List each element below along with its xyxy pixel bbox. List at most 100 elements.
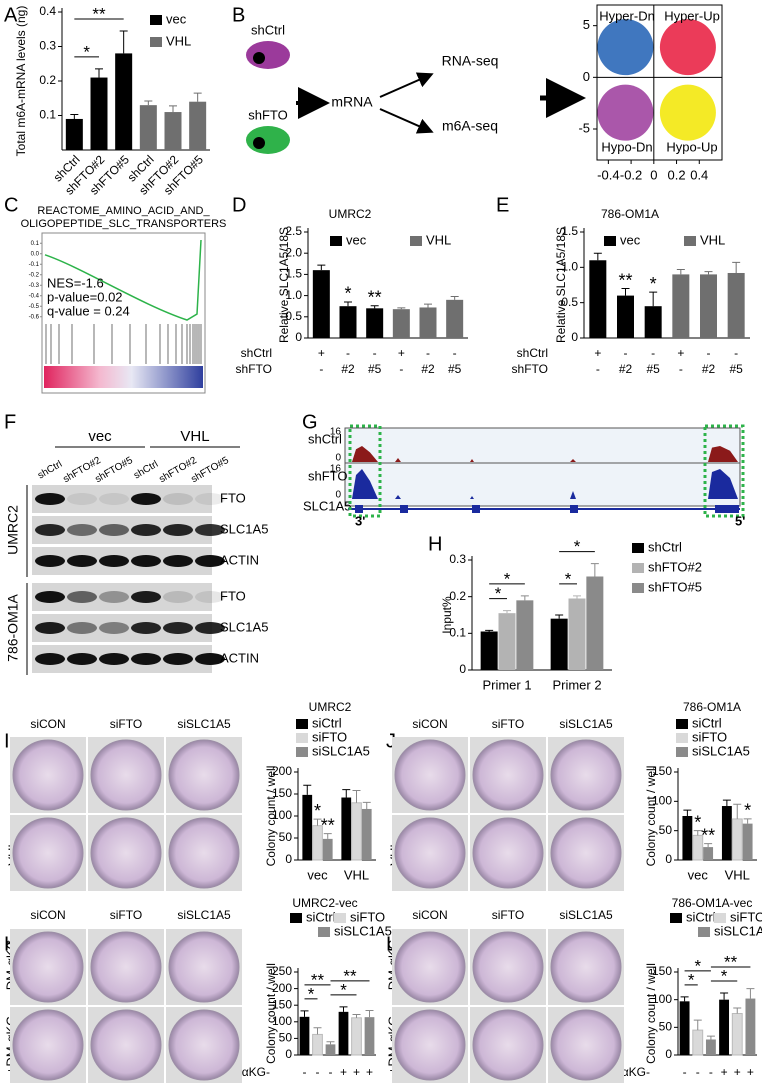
quadrant-label: Hyper-Up <box>664 8 720 23</box>
bar <box>339 306 357 338</box>
y-tick-label: 100 <box>272 1014 292 1028</box>
legend-label: siSLC1A5 <box>714 923 762 938</box>
error-bar <box>485 629 494 632</box>
bar <box>361 808 372 860</box>
x-tick-label: 0.2 <box>668 167 686 182</box>
y-tick-label: 0 <box>583 69 590 84</box>
bar <box>392 309 410 338</box>
bracket-label: ** <box>343 966 357 985</box>
bar <box>364 1017 375 1055</box>
x-tick-label: -0.4 <box>597 167 619 182</box>
x-table-cell: + <box>721 1065 728 1079</box>
x-table-cell: - <box>596 362 600 376</box>
plate <box>472 739 544 811</box>
x-table-cell: - <box>709 1065 713 1079</box>
error-bar <box>704 271 713 275</box>
point-cloud <box>659 84 716 141</box>
bracket-label: * <box>308 984 315 1003</box>
band <box>163 591 193 603</box>
x-tick-label: vec <box>307 867 328 882</box>
error-bar <box>555 614 564 619</box>
plate <box>90 739 162 811</box>
y-tick-label: -0.3 <box>29 283 40 289</box>
plate <box>550 931 622 1003</box>
bar <box>679 1001 690 1055</box>
legend-swatch <box>684 236 696 246</box>
bar <box>589 260 607 338</box>
error-bar <box>706 1035 715 1040</box>
band <box>99 622 129 634</box>
legend-label: VHL <box>426 232 451 247</box>
band <box>131 524 161 536</box>
bar <box>115 53 133 150</box>
error-bar <box>169 105 177 113</box>
band <box>67 591 97 603</box>
y-tick-label: 150 <box>272 786 292 800</box>
bar <box>341 797 352 860</box>
band <box>163 555 193 567</box>
lane-label: shCtrl <box>132 459 160 482</box>
error-bar <box>680 996 689 1002</box>
band <box>195 653 225 665</box>
error-bar <box>365 1010 374 1018</box>
error-bar <box>303 784 312 795</box>
band <box>35 653 65 665</box>
legend-label: VHL <box>700 232 725 247</box>
y-tick-label: 0 <box>285 852 292 866</box>
x-table-cell: + <box>594 346 601 360</box>
error-bar <box>704 843 713 848</box>
chart-title: UMRC2 <box>329 207 372 221</box>
plot-frame <box>41 232 206 394</box>
protein-label: ACTIN <box>220 552 259 567</box>
cell <box>246 126 290 154</box>
chart-title: REACTOME_AMINO_ACID_AND_ <box>37 205 210 217</box>
significance: * <box>744 801 751 821</box>
exon <box>355 505 363 513</box>
quadrant-label: Hyper-Dn <box>599 8 655 23</box>
band <box>67 622 97 634</box>
x-table-cell: - <box>319 362 323 376</box>
x-table-cell: + <box>353 1065 360 1079</box>
y-axis-label: Total m6A-mRNA levels (ng) <box>14 6 28 157</box>
bar <box>719 999 730 1055</box>
x-table-cell: - <box>696 1065 700 1079</box>
band <box>163 622 193 634</box>
y-tick-label: 200 <box>272 764 292 778</box>
plate-column-label: siSLC1A5 <box>177 717 231 731</box>
bar <box>189 101 207 150</box>
error-bar <box>370 305 379 309</box>
error-bar <box>720 992 729 1000</box>
panel-letter: C <box>4 194 18 216</box>
x-table-cell: + <box>734 1065 741 1079</box>
legend-swatch <box>670 913 682 923</box>
legend-label: siSLC1A5 <box>312 743 370 758</box>
plate <box>472 1009 544 1081</box>
x-tick-label: Primer 2 <box>552 677 601 692</box>
protein-label: ACTIN <box>220 650 259 665</box>
statistic: NES=-1.6 <box>47 275 104 290</box>
x-table-cell: #5 <box>368 362 382 376</box>
error-bar <box>746 988 755 999</box>
y-tick-label: 200 <box>272 981 292 995</box>
significance: * <box>650 274 657 294</box>
plate-column-label: siCON <box>30 717 65 731</box>
y-tick-label: 0 <box>665 1047 672 1061</box>
significance: * <box>694 812 701 832</box>
bar <box>550 618 568 670</box>
plate <box>90 817 162 889</box>
panel-letter: E <box>496 194 509 216</box>
legend-label: vec <box>620 232 641 247</box>
bracket-label: * <box>721 967 728 986</box>
x-table-cell: - <box>329 1065 333 1079</box>
band <box>131 555 161 567</box>
bar <box>644 306 662 338</box>
legend-swatch <box>632 583 644 593</box>
significance: ** <box>321 815 335 835</box>
band <box>67 653 97 665</box>
y-tick-label: -0.4 <box>29 293 40 299</box>
bar <box>325 1044 336 1055</box>
panel-letter: J <box>386 730 396 752</box>
bar <box>498 613 516 670</box>
track-scale: 0 <box>335 490 341 501</box>
